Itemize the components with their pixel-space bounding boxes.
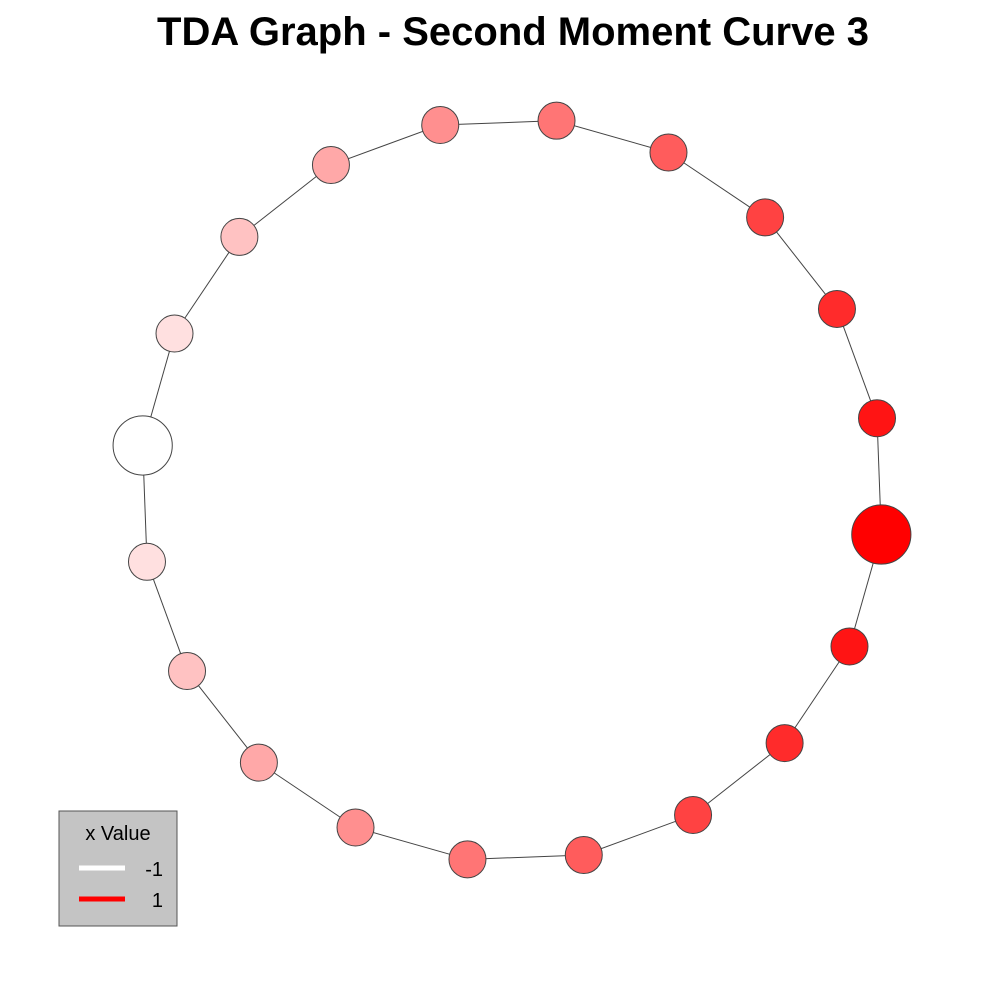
legend-label-low: -1 — [145, 859, 163, 881]
graph-node — [127, 542, 166, 581]
legend-label-high: 1 — [152, 890, 163, 912]
graph-edge — [258, 762, 356, 828]
graph-node — [448, 840, 487, 879]
graph-edge — [146, 561, 188, 672]
chart-title: TDA Graph - Second Moment Curve 3 — [157, 10, 869, 54]
graph-edge — [355, 827, 468, 860]
graph-node — [421, 105, 460, 144]
graph-node — [746, 198, 785, 237]
graph-edge — [186, 670, 260, 763]
graph-edge — [583, 814, 694, 856]
graph-edge — [668, 152, 766, 218]
nodes-layer — [112, 101, 912, 879]
graph-node — [311, 146, 350, 185]
graph-node — [858, 399, 897, 438]
graph-edge — [764, 217, 838, 310]
graph-node — [851, 504, 912, 565]
graph-edge — [467, 854, 584, 860]
graph-node — [817, 289, 856, 328]
legend-title: x Value — [85, 823, 150, 845]
graph-node — [674, 795, 713, 834]
graph-node — [765, 724, 804, 763]
graph-edge — [440, 120, 557, 126]
graph-node — [830, 627, 869, 666]
graph-edge — [174, 236, 240, 334]
graph-node — [220, 217, 259, 256]
graph-edge — [556, 120, 669, 153]
graph-edge — [239, 164, 332, 238]
graph-node — [537, 101, 576, 140]
graph-edge — [836, 308, 878, 419]
graph-node — [649, 133, 688, 172]
graph-node — [112, 415, 173, 476]
graph-edge — [784, 646, 850, 744]
graph-node — [336, 808, 375, 847]
graph-node — [239, 743, 278, 782]
graph-node — [168, 652, 207, 691]
graph-edge — [692, 742, 785, 816]
graph-node — [564, 836, 603, 875]
graph-node — [155, 314, 194, 353]
graph-edge — [330, 124, 441, 166]
legend: x Value -1 1 — [58, 810, 178, 927]
